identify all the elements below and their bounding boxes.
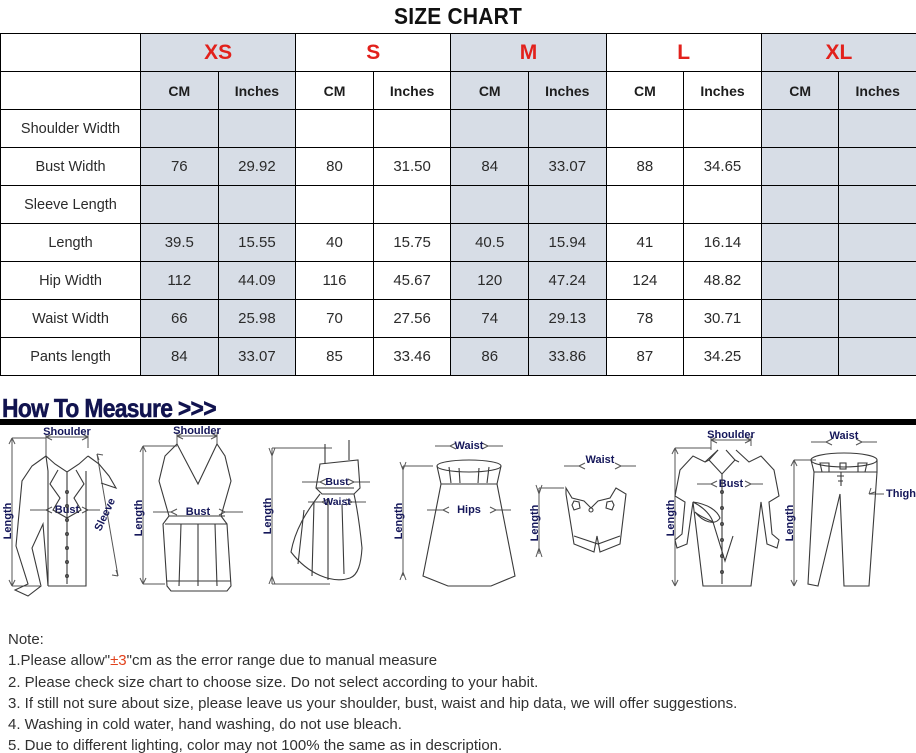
svg-text:Waist: Waist <box>455 440 484 452</box>
svg-text:Shoulder: Shoulder <box>43 426 91 438</box>
svg-text:Bust: Bust <box>325 476 349 488</box>
svg-text:Length: Length <box>665 499 677 536</box>
svg-text:Thigh: Thigh <box>886 488 916 500</box>
svg-text:Waist: Waist <box>586 454 615 466</box>
svg-text:Length: Length <box>2 502 14 539</box>
svg-text:Hips: Hips <box>457 504 481 516</box>
svg-text:Shoulder: Shoulder <box>707 429 755 441</box>
svg-text:Length: Length <box>393 502 405 539</box>
svg-text:Length: Length <box>262 497 274 534</box>
svg-text:Shoulder: Shoulder <box>173 426 221 437</box>
svg-text:Waist: Waist <box>323 496 351 508</box>
svg-text:Waist: Waist <box>830 430 859 442</box>
svg-text:Length: Length <box>133 499 145 536</box>
svg-text:Length: Length <box>529 504 541 541</box>
svg-text:Sleeve: Sleeve <box>92 496 118 533</box>
svg-text:Length: Length <box>784 504 796 541</box>
